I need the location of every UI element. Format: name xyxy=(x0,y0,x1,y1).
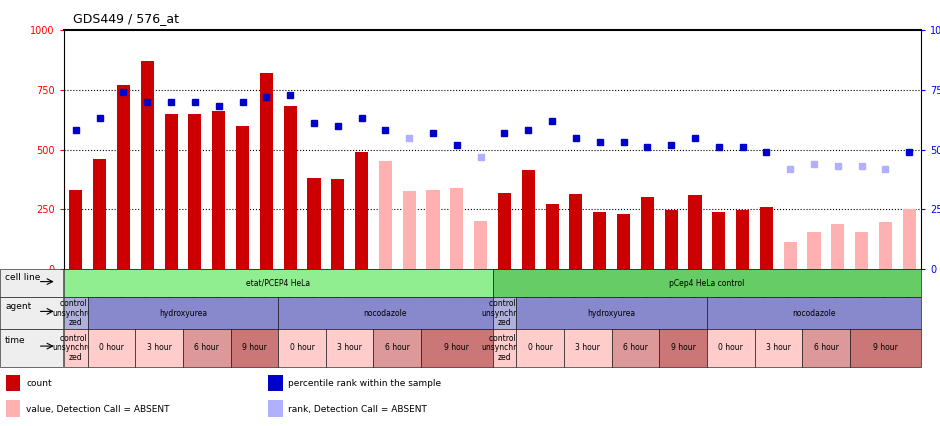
Bar xyxy=(713,212,726,269)
Text: control -
unsynchroni
zed: control - unsynchroni zed xyxy=(53,299,100,327)
Text: nocodazole: nocodazole xyxy=(792,308,836,317)
Text: 0 hour: 0 hour xyxy=(527,343,553,352)
Bar xyxy=(236,126,249,269)
Bar xyxy=(331,179,344,269)
Text: 9 hour: 9 hour xyxy=(445,343,469,352)
Text: 6 hour: 6 hour xyxy=(813,343,838,352)
Text: 6 hour: 6 hour xyxy=(623,343,648,352)
Bar xyxy=(855,232,869,269)
Bar xyxy=(402,191,415,269)
Text: count: count xyxy=(26,379,52,389)
Bar xyxy=(641,197,654,269)
Bar xyxy=(736,210,749,269)
Text: 0 hour: 0 hour xyxy=(290,343,315,352)
Bar xyxy=(117,85,130,269)
Text: value, Detection Call = ABSENT: value, Detection Call = ABSENT xyxy=(26,405,170,414)
Bar xyxy=(570,194,583,269)
Bar xyxy=(6,374,21,391)
Text: control -
unsynchroni
zed: control - unsynchroni zed xyxy=(481,334,528,362)
Text: 6 hour: 6 hour xyxy=(384,343,410,352)
Text: 3 hour: 3 hour xyxy=(766,343,791,352)
Text: hydroxyurea: hydroxyurea xyxy=(588,308,635,317)
Text: cell line: cell line xyxy=(5,273,40,282)
Bar xyxy=(522,170,535,269)
Bar xyxy=(902,209,916,269)
Text: agent: agent xyxy=(5,302,31,311)
Bar xyxy=(879,222,892,269)
Text: 9 hour: 9 hour xyxy=(242,343,267,352)
Text: 0 hour: 0 hour xyxy=(99,343,124,352)
Text: pCep4 HeLa control: pCep4 HeLa control xyxy=(669,279,744,288)
Bar xyxy=(545,204,558,269)
Bar xyxy=(379,161,392,269)
Bar xyxy=(6,400,21,417)
Bar xyxy=(212,111,226,269)
Bar xyxy=(259,73,273,269)
Bar xyxy=(70,190,83,269)
Bar xyxy=(617,214,630,269)
Bar xyxy=(688,195,701,269)
Bar xyxy=(427,190,440,269)
Bar xyxy=(268,400,283,417)
Bar xyxy=(474,221,487,269)
Text: time: time xyxy=(5,336,25,345)
Bar xyxy=(355,152,368,269)
Bar xyxy=(307,178,321,269)
Bar xyxy=(665,210,678,269)
Text: 0 hour: 0 hour xyxy=(718,343,744,352)
Bar xyxy=(831,224,844,269)
Text: percentile rank within the sample: percentile rank within the sample xyxy=(289,379,442,389)
Text: etat/PCEP4 HeLa: etat/PCEP4 HeLa xyxy=(246,279,310,288)
Text: rank, Detection Call = ABSENT: rank, Detection Call = ABSENT xyxy=(289,405,428,414)
Text: control -
unsynchroni
zed: control - unsynchroni zed xyxy=(481,299,528,327)
Text: 6 hour: 6 hour xyxy=(195,343,219,352)
Text: nocodazole: nocodazole xyxy=(364,308,407,317)
Text: hydroxyurea: hydroxyurea xyxy=(159,308,207,317)
Text: 9 hour: 9 hour xyxy=(873,343,898,352)
Text: 3 hour: 3 hour xyxy=(575,343,601,352)
Text: control -
unsynchroni
zed: control - unsynchroni zed xyxy=(53,334,100,362)
Bar xyxy=(141,61,154,269)
Bar xyxy=(593,212,606,269)
Bar xyxy=(188,114,201,269)
Text: GDS449 / 576_at: GDS449 / 576_at xyxy=(73,12,180,25)
Bar xyxy=(498,193,511,269)
Bar xyxy=(268,374,283,391)
Bar xyxy=(807,232,821,269)
Bar xyxy=(284,106,297,269)
Bar xyxy=(760,207,773,269)
Bar xyxy=(164,114,178,269)
Text: 9 hour: 9 hour xyxy=(670,343,696,352)
Text: 3 hour: 3 hour xyxy=(337,343,362,352)
Bar xyxy=(784,242,797,269)
Bar xyxy=(450,188,463,269)
Bar xyxy=(93,159,106,269)
Text: 3 hour: 3 hour xyxy=(147,343,172,352)
